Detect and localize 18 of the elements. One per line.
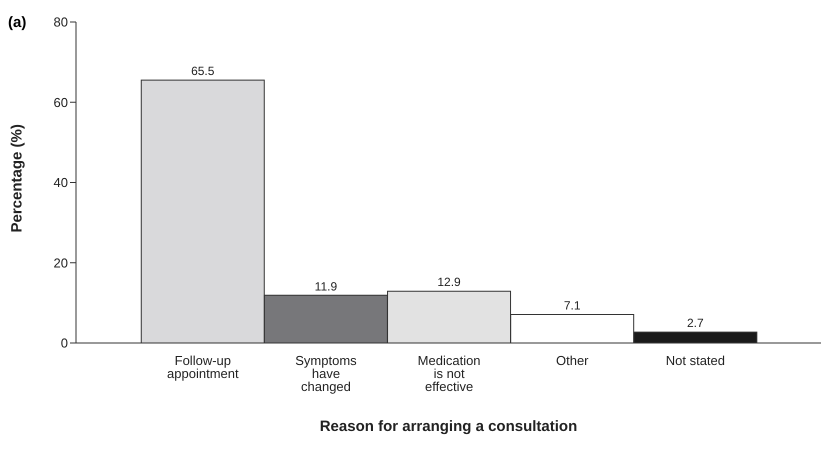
x-tick-label: Other [556,353,590,368]
data-label: 7.1 [564,298,581,313]
data-label: 65.5 [191,64,215,78]
y-axis-title: Percentage (%) [8,124,26,232]
x-tick-label: Follow-up appointment [167,353,239,381]
x-tick-label: Not stated [666,353,726,368]
x-tick-label: Symptoms have changed [295,353,358,394]
data-label: 11.9 [314,279,338,294]
data-label: 2.7 [686,316,704,330]
data-label: 12.9 [437,275,462,290]
y-tick-label: 20 [54,255,68,270]
x-axis-title: Reason for arranging a consultation [320,418,578,435]
y-tick-label: 80 [54,14,68,30]
y-tick-label: 40 [54,175,68,190]
y-tick-label: 0 [60,336,68,351]
text: (a) [8,14,26,31]
x-tick-label: Medication is not effective [418,353,481,394]
y-tick-label: 60 [54,94,68,110]
